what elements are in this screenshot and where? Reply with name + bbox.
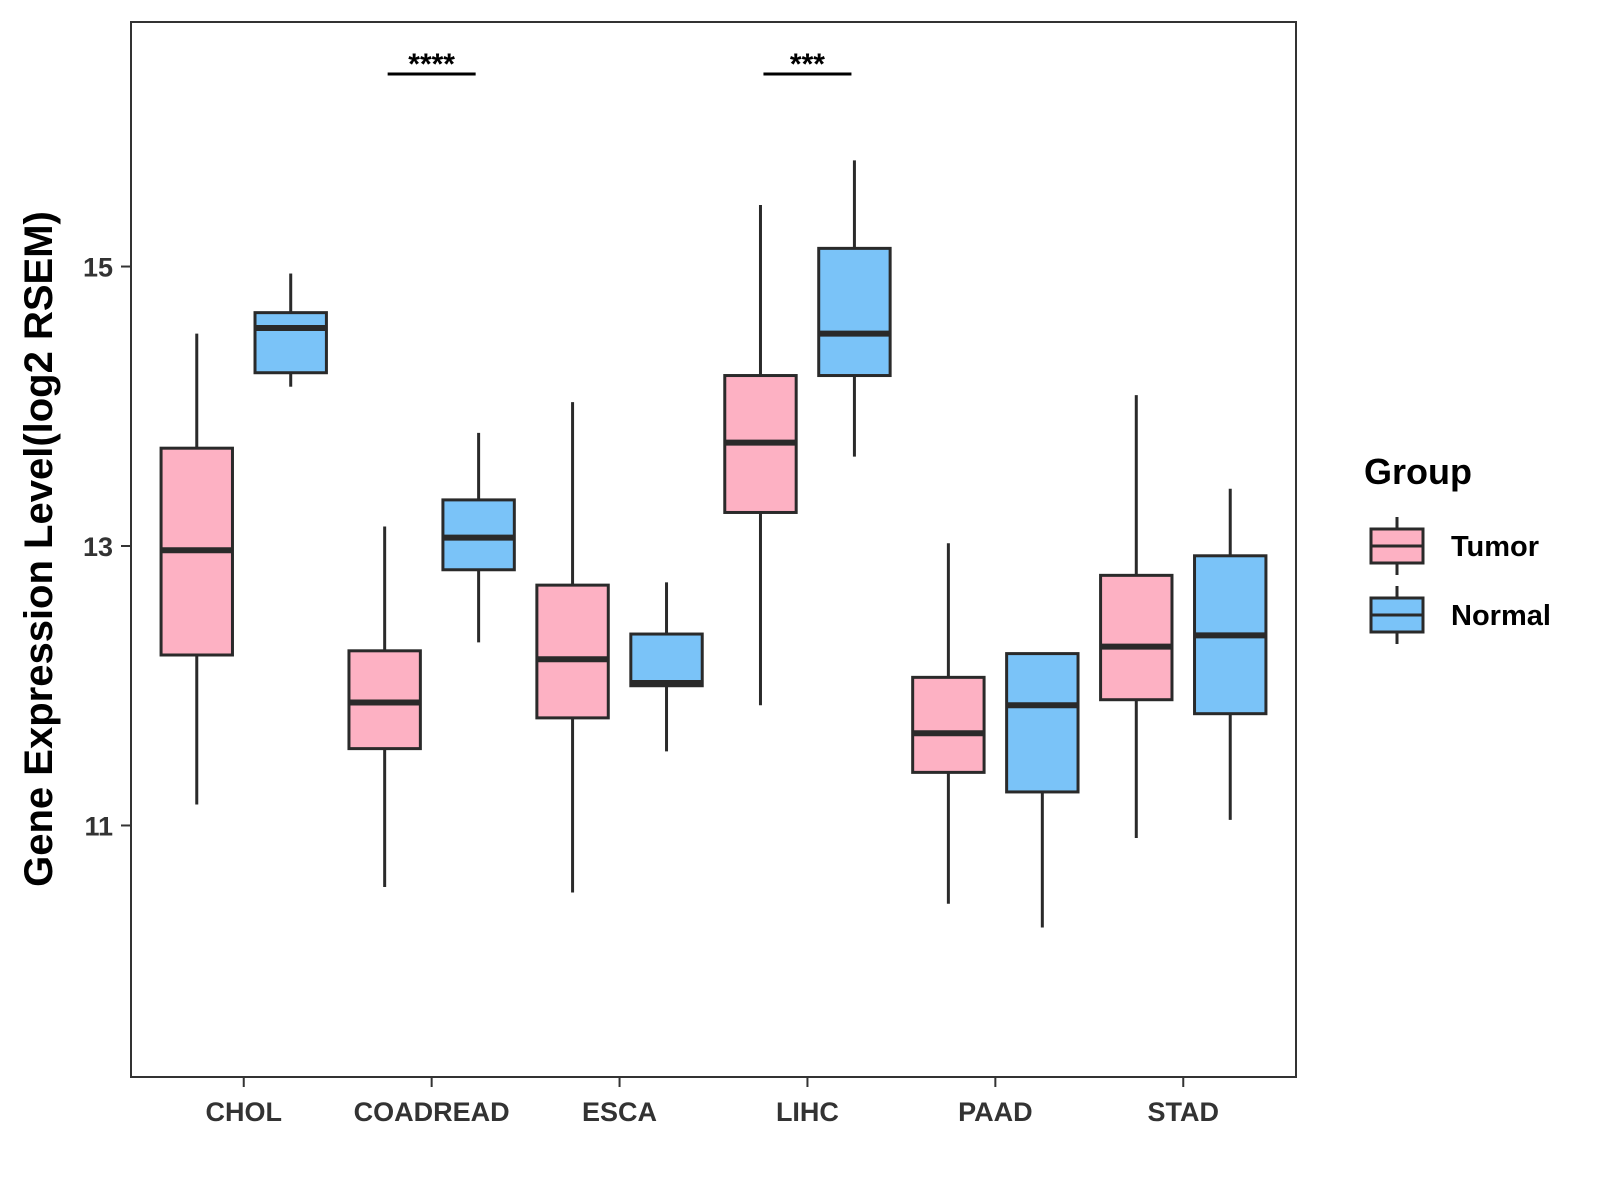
legend-key-normal <box>1369 586 1425 644</box>
x-tick-label-esca: ESCA <box>582 1097 657 1127</box>
box-normal-lihc <box>817 160 892 457</box>
x-tick-label-stad: STAD <box>1148 1097 1220 1127</box>
legend-key-tumor <box>1369 517 1425 575</box>
box-normal-chol <box>253 273 328 387</box>
box-tumor-chol <box>159 333 234 805</box>
iqr-tumor-paad <box>911 675 986 774</box>
y-axis-title: Gene Expression Level(log2 RSEM) <box>17 211 61 887</box>
significance-layer: **** *** <box>387 48 852 81</box>
panel-border <box>130 21 1297 1078</box>
boxes-layer <box>159 160 1268 928</box>
legend-label-normal: Normal <box>1451 600 1551 632</box>
y-axis: 11 13 15 <box>83 253 131 841</box>
box-normal-stad <box>1193 488 1268 820</box>
y-tick-label-15: 15 <box>83 253 113 283</box>
box-normal-esca <box>629 582 704 752</box>
x-tick-label-paad: PAAD <box>958 1097 1033 1127</box>
box-tumor-stad <box>1099 395 1174 839</box>
iqr-tumor-stad <box>1099 573 1174 702</box>
box-tumor-lihc <box>723 205 798 706</box>
y-tick-label-11: 11 <box>84 811 113 841</box>
x-tick-label-chol: CHOL <box>205 1097 282 1127</box>
legend: Group Tumor Normal <box>1364 451 1551 644</box>
legend-title: Group <box>1364 451 1472 492</box>
iqr-normal-chol <box>253 311 328 375</box>
iqr-normal-lihc <box>817 246 892 378</box>
sig-label-coadread: **** <box>408 48 455 81</box>
x-tick-label-lihc: LIHC <box>776 1097 839 1127</box>
iqr-normal-paad <box>1005 652 1080 794</box>
iqr-normal-esca <box>629 632 704 688</box>
x-axis: CHOL COADREAD ESCA LIHC PAAD STAD <box>205 1077 1219 1127</box>
iqr-tumor-esca <box>535 583 610 720</box>
box-tumor-esca <box>535 402 610 893</box>
y-tick-label-13: 13 <box>83 532 113 562</box>
box-normal-coadread <box>441 432 516 643</box>
box-tumor-paad <box>911 543 986 904</box>
box-tumor-coadread <box>347 526 422 887</box>
x-tick-label-coadread: COADREAD <box>354 1097 510 1127</box>
legend-label-tumor: Tumor <box>1451 531 1539 563</box>
box-normal-paad <box>1005 652 1080 928</box>
sig-label-lihc: *** <box>790 48 825 81</box>
